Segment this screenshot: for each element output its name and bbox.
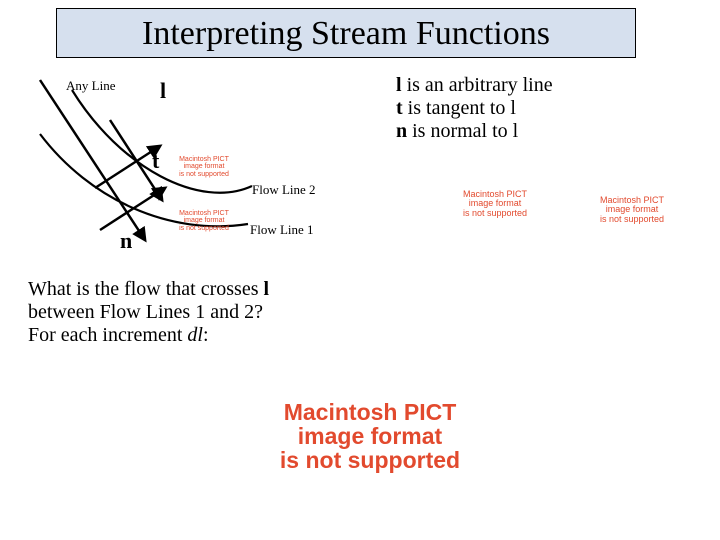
- body-line: For each increment dl:: [28, 324, 269, 347]
- diagram-line-l: [40, 80, 145, 240]
- pict-placeholder: Macintosh PICTimage formatis not support…: [176, 210, 232, 232]
- pict-placeholder: Macintosh PICTimage formatis not support…: [582, 196, 682, 224]
- pict-placeholder: Macintosh PICTimage formatis not support…: [176, 156, 232, 178]
- body-line: between Flow Lines 1 and 2?: [28, 301, 269, 324]
- question-block: What is the flow that crosses lbetween F…: [28, 278, 269, 347]
- diagram-label-flow1: Flow Line 1: [250, 222, 314, 238]
- pict-placeholder: Macintosh PICTimage formatis not support…: [220, 400, 520, 472]
- stream-diagram: [0, 0, 720, 300]
- diagram-label-any_line: Any Line: [66, 78, 115, 94]
- pict-placeholder: Macintosh PICTimage formatis not support…: [440, 190, 550, 218]
- diagram-label-t: t: [152, 148, 159, 174]
- legend-line: t is tangent to l: [396, 97, 553, 120]
- legend-line: n is normal to l: [396, 120, 553, 143]
- body-line: What is the flow that crosses l: [28, 278, 269, 301]
- diagram-label-flow2: Flow Line 2: [252, 182, 316, 198]
- legend-line: l is an arbitrary line: [396, 74, 553, 97]
- diagram-label-l: l: [160, 78, 166, 104]
- legend-block: l is an arbitrary linet is tangent to ln…: [396, 74, 553, 143]
- diagram-label-n: n: [120, 228, 132, 254]
